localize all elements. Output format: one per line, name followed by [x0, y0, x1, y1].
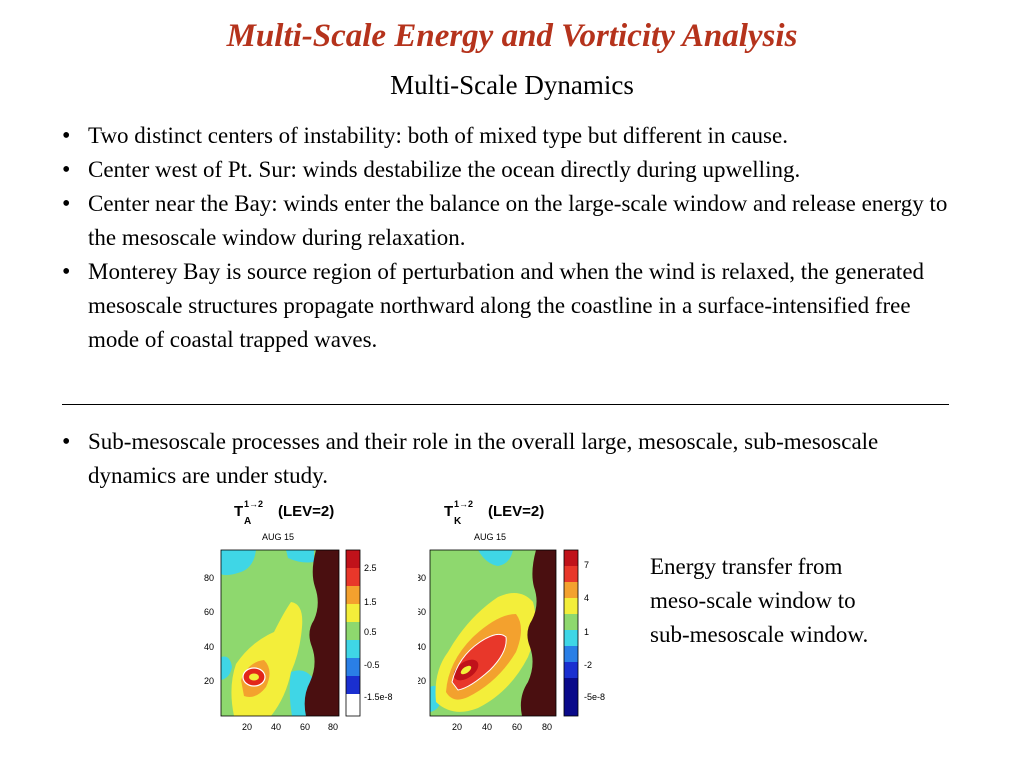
tk-x-tick: 20: [452, 722, 462, 732]
tk-y-tick: 40: [418, 642, 426, 652]
tk-y-tick: 80: [418, 573, 426, 583]
tk-x-tick: 60: [512, 722, 522, 732]
ta-colorbar-label: -1.5e-8: [364, 692, 393, 702]
ta-y-tick: 60: [204, 607, 214, 617]
caption-line: Energy transfer from: [650, 554, 843, 579]
ta-colorbar-label: 2.5: [364, 563, 377, 573]
slide-subtitle: Multi-Scale Dynamics: [390, 70, 634, 100]
tk-y-tick: 20: [418, 676, 426, 686]
ta-subscript: A: [244, 516, 251, 527]
ta-x-tick: 60: [300, 722, 310, 732]
ta-y-tick: 20: [204, 676, 214, 686]
ta-x-tick: 20: [242, 722, 252, 732]
tk-x-tick: 40: [482, 722, 492, 732]
tk-map-figure: T K 1→2 (LEV=2) AUG 15 7: [418, 499, 605, 732]
caption-line: sub-mesoscale window.: [650, 622, 869, 647]
tk-level: (LEV=2): [488, 503, 544, 520]
ta-superscript: 1→2: [244, 499, 263, 509]
ta-x-tick: 80: [328, 722, 338, 732]
ta-y-tick: 40: [204, 642, 214, 652]
ta-x-tick: 40: [271, 722, 281, 732]
ta-level: (LEV=2): [278, 503, 334, 520]
secondary-bullet-list: Sub-mesoscale processes and their role i…: [62, 425, 967, 493]
tk-colorbar-label: -2: [584, 660, 592, 670]
ta-colorbar-label: 0.5: [364, 627, 377, 637]
tk-colorbar-label: -5e-8: [584, 692, 605, 702]
ta-y-tick: 80: [204, 573, 214, 583]
bullet-item: Center west of Pt. Sur: winds destabiliz…: [62, 153, 967, 187]
energy-transfer-map-tk: T K 1→2 (LEV=2) AUG 15 7: [418, 492, 638, 742]
main-bullet-list: Two distinct centers of instability: bot…: [62, 119, 967, 357]
figure-caption: Energy transfer from meso-scale window t…: [650, 550, 950, 652]
ta-colorbar-label: 1.5: [364, 597, 377, 607]
slide-title: Multi-Scale Energy and Vorticity Analysi…: [226, 18, 798, 54]
tk-superscript: 1→2: [454, 499, 473, 509]
tk-subscript: K: [454, 516, 462, 527]
tk-colorbar-label: 4: [584, 593, 589, 603]
tk-colorbar-label: 7: [584, 560, 589, 570]
tk-symbol: T: [444, 503, 453, 520]
bullet-item: Sub-mesoscale processes and their role i…: [62, 425, 967, 493]
caption-line: meso-scale window to: [650, 588, 856, 613]
tk-y-tick: 60: [418, 607, 426, 617]
bullet-item: Monterey Bay is source region of perturb…: [62, 255, 967, 357]
ta-colorbar-label: -0.5: [364, 660, 380, 670]
ta-symbol: T: [234, 503, 243, 520]
tk-colorbar-label: 1: [584, 627, 589, 637]
section-divider: [62, 404, 949, 405]
energy-transfer-map-ta: T A 1→2 (LEV=2) AUG 15: [196, 492, 416, 742]
ta-map-figure: T A 1→2 (LEV=2) AUG 15: [204, 499, 393, 732]
tk-x-tick: 80: [542, 722, 552, 732]
ta-date: AUG 15: [262, 532, 294, 542]
tk-date: AUG 15: [474, 532, 506, 542]
bullet-item: Two distinct centers of instability: bot…: [62, 119, 967, 153]
bullet-item: Center near the Bay: winds enter the bal…: [62, 187, 967, 255]
